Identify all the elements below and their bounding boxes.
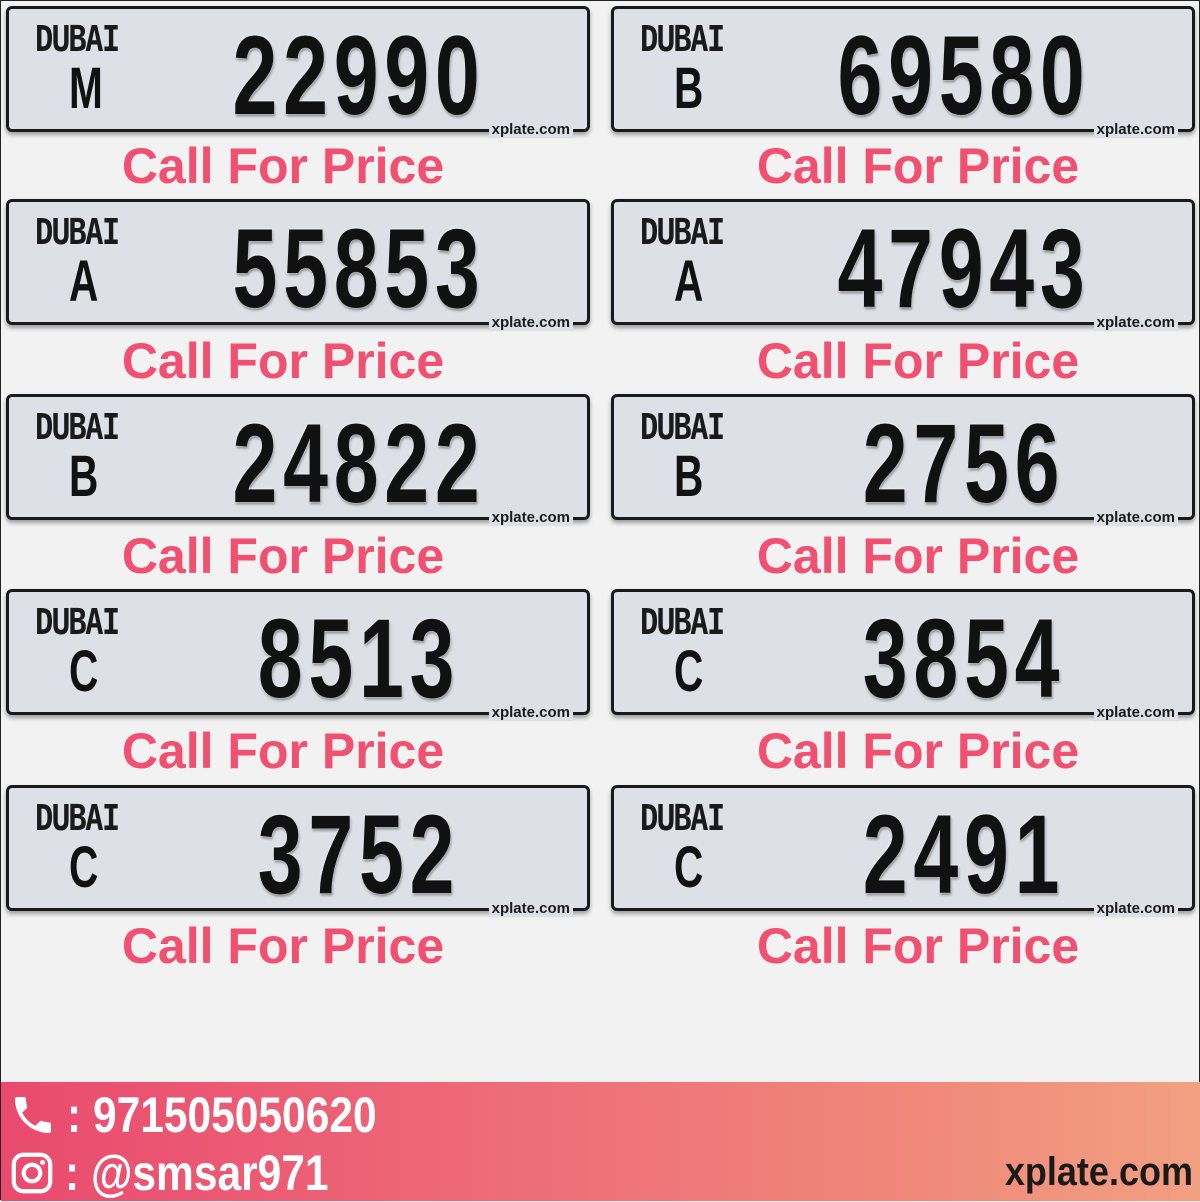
price-label: Call For Price bbox=[756, 333, 1080, 389]
plate-number: 3854 bbox=[862, 596, 1066, 721]
instagram-handle[interactable]: : @smsar971 bbox=[65, 1145, 329, 1201]
plate-number: 2491 bbox=[862, 792, 1066, 917]
phone-number[interactable]: : 971505050620 bbox=[67, 1087, 377, 1143]
phone-line: : 971505050620 bbox=[9, 1086, 431, 1144]
plate-code: C bbox=[69, 639, 99, 704]
plate-code: A bbox=[69, 249, 99, 314]
plate-city: DUBAI bbox=[640, 798, 725, 839]
license-plate[interactable]: DUBAI C 3752 xplate.com bbox=[6, 785, 590, 917]
price-label: Call For Price bbox=[756, 528, 1080, 584]
plate-watermark: xplate.com bbox=[488, 509, 573, 526]
plate-city: DUBAI bbox=[640, 602, 725, 643]
license-plate[interactable]: DUBAI C 3854 xplate.com bbox=[611, 589, 1195, 721]
plate-number: 47943 bbox=[837, 206, 1091, 331]
instagram-icon bbox=[11, 1152, 53, 1194]
plate-watermark: xplate.com bbox=[1093, 900, 1178, 917]
plate-number: 2756 bbox=[862, 401, 1066, 526]
license-plate[interactable]: DUBAI C 8513 xplate.com bbox=[6, 589, 590, 721]
plate-city: DUBAI bbox=[640, 19, 725, 60]
license-plate[interactable]: DUBAI B 69580 xplate.com bbox=[611, 6, 1195, 138]
license-plate[interactable]: DUBAI M 22990 xplate.com bbox=[6, 6, 590, 138]
phone-icon bbox=[15, 1097, 51, 1133]
plate-number: 8513 bbox=[257, 596, 461, 721]
plate-number: 3752 bbox=[257, 792, 461, 917]
price-label: Call For Price bbox=[121, 918, 445, 974]
plate-city: DUBAI bbox=[640, 212, 725, 253]
plate-watermark: xplate.com bbox=[1093, 121, 1178, 138]
plate-watermark: xplate.com bbox=[488, 314, 573, 331]
plate-watermark: xplate.com bbox=[488, 121, 573, 138]
plate-code: C bbox=[69, 835, 99, 900]
license-plate[interactable]: DUBAI A 47943 xplate.com bbox=[611, 199, 1195, 331]
plate-watermark: xplate.com bbox=[1093, 704, 1178, 721]
plate-code: B bbox=[674, 444, 704, 509]
plate-number: 69580 bbox=[837, 13, 1091, 138]
contact-footer: : 971505050620 : @smsar971 xplate.com bbox=[1, 1082, 1200, 1201]
plate-watermark: xplate.com bbox=[488, 704, 573, 721]
plate-watermark: xplate.com bbox=[1093, 314, 1178, 331]
plate-watermark: xplate.com bbox=[488, 900, 573, 917]
plate-city: DUBAI bbox=[35, 407, 120, 448]
plate-number: 22990 bbox=[232, 13, 486, 138]
plate-city: DUBAI bbox=[35, 19, 120, 60]
price-label: Call For Price bbox=[756, 723, 1080, 779]
site-logo-text: xplate.com bbox=[1004, 1150, 1193, 1194]
plate-code: B bbox=[69, 444, 99, 509]
price-label: Call For Price bbox=[121, 138, 445, 194]
license-plate[interactable]: DUBAI B 24822 xplate.com bbox=[6, 394, 590, 526]
plate-code: C bbox=[674, 639, 704, 704]
plate-number: 55853 bbox=[232, 206, 486, 331]
price-label: Call For Price bbox=[121, 723, 445, 779]
plate-city: DUBAI bbox=[35, 602, 120, 643]
plate-city: DUBAI bbox=[35, 798, 120, 839]
license-plate[interactable]: DUBAI B 2756 xplate.com bbox=[611, 394, 1195, 526]
plate-code: A bbox=[674, 249, 704, 314]
plate-code: B bbox=[674, 56, 704, 121]
plate-city: DUBAI bbox=[35, 212, 120, 253]
price-label: Call For Price bbox=[756, 918, 1080, 974]
license-plate[interactable]: DUBAI C 2491 xplate.com bbox=[611, 785, 1195, 917]
plate-number: 24822 bbox=[232, 401, 486, 526]
plate-watermark: xplate.com bbox=[1093, 509, 1178, 526]
price-label: Call For Price bbox=[121, 333, 445, 389]
plate-city: DUBAI bbox=[640, 407, 725, 448]
plate-code: M bbox=[69, 56, 103, 121]
plate-code: C bbox=[674, 835, 704, 900]
instagram-line: : @smsar971 bbox=[9, 1144, 375, 1202]
price-label: Call For Price bbox=[756, 138, 1080, 194]
license-plate[interactable]: DUBAI A 55853 xplate.com bbox=[6, 199, 590, 331]
price-label: Call For Price bbox=[121, 528, 445, 584]
